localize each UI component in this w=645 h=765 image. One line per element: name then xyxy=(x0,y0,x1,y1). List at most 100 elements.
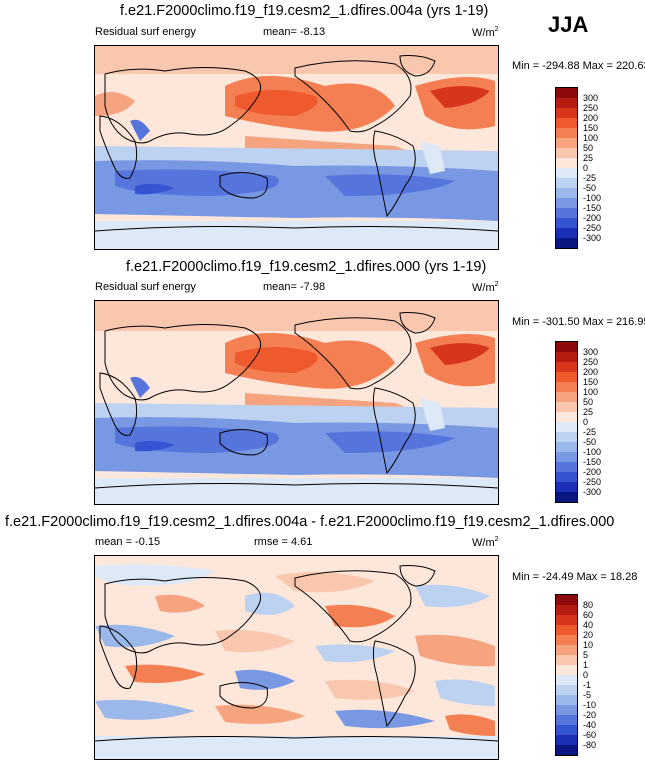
panel3-colorbar-swatch xyxy=(556,625,577,635)
panel1-colorbar-swatch xyxy=(556,228,577,238)
panel3-patch xyxy=(215,629,295,653)
panel1-colorbar-swatch xyxy=(556,178,577,188)
panel3-colorbar-swatch xyxy=(556,675,577,685)
panel3-colorbar-label: 1 xyxy=(583,660,589,670)
panel1-antarctica xyxy=(95,226,498,232)
panel3-patch xyxy=(415,634,495,667)
panel2-colorbar-label: 150 xyxy=(583,377,599,387)
panel3-colorbar-label: 40 xyxy=(583,620,594,630)
panel1-colorbar-swatch xyxy=(556,188,577,198)
panel1-mean-label: mean= -8.13 xyxy=(263,26,326,38)
panel2-colorbar-swatch xyxy=(556,442,577,452)
panel3-greenland xyxy=(399,565,436,587)
panel2-colorbar-label: -150 xyxy=(583,457,602,467)
panel2-colorbar-label: 50 xyxy=(583,397,594,407)
panel2-colorbar-label: -300 xyxy=(583,487,602,497)
panel2-antarctic-band xyxy=(95,478,498,504)
panel1-colorbar-swatch xyxy=(556,218,577,228)
panel2-colorbar-swatch xyxy=(556,382,577,392)
panel1-colorbar-swatch xyxy=(556,148,577,158)
panel2-map-svg xyxy=(95,301,498,504)
panel3-patch xyxy=(325,604,395,628)
panel2-eurasia xyxy=(104,324,262,401)
panel3-colorbar-swatch xyxy=(556,695,577,705)
season-label: JJA xyxy=(548,12,589,37)
panel2-colorbar-label: 200 xyxy=(583,367,599,377)
panel1-colorbar-label: 25 xyxy=(583,153,594,163)
panel1-colorbar-swatch xyxy=(556,238,577,248)
panel1-south-pacific-cool xyxy=(325,174,455,196)
panel1-colorbar-swatch xyxy=(556,198,577,208)
panel3-colorbar-swatch xyxy=(556,645,577,655)
panel3-colorbar-label: -1 xyxy=(583,680,592,690)
panel1-colorbar-label: 50 xyxy=(583,143,594,153)
panel3-colorbar-label: 5 xyxy=(583,650,589,660)
panel3-colorbar-swatch xyxy=(556,605,577,615)
panel1-coastlines xyxy=(95,55,498,232)
panel2-colorbar-swatch xyxy=(556,482,577,492)
panel1-map xyxy=(94,45,499,250)
panel1-colorbar-label: -25 xyxy=(583,173,597,183)
panel3-patch xyxy=(445,714,495,736)
panel3-antarctic-band xyxy=(95,736,498,759)
panel3-colorbar-swatch xyxy=(556,725,577,735)
panel1-colorbar-label: 300 xyxy=(583,93,599,103)
panel2-colorbar-swatch xyxy=(556,402,577,412)
panel1-colorbar-label: 0 xyxy=(583,163,589,173)
panel2-colorbar-swatch xyxy=(556,362,577,372)
panel3-colorbar-swatch xyxy=(556,745,577,755)
panel2-arabian-sea-cool xyxy=(130,376,150,398)
panel1-colorbar-swatch xyxy=(556,88,577,98)
panel1-north-america xyxy=(294,60,412,133)
panel3-patch xyxy=(235,669,295,690)
panel1-australia xyxy=(219,172,268,199)
panel3-colorbar-label: 80 xyxy=(583,600,594,610)
panel1-colorbar-label: -300 xyxy=(583,233,602,243)
panel1-colorbar-box xyxy=(555,87,578,249)
panel2-colorbar-swatch xyxy=(556,462,577,472)
panel2-colorbar-label: -250 xyxy=(583,477,602,487)
panel3-patch xyxy=(335,709,435,729)
panel3-patch xyxy=(95,699,195,720)
panel1-deep-cool xyxy=(135,183,175,195)
panel3-eurasia xyxy=(104,577,262,654)
panel2-minmax: Min = -301.50 Max = 216.95 xyxy=(512,316,645,328)
panel3-units: W/m2 xyxy=(472,536,499,549)
panel2-units: W/m2 xyxy=(472,281,499,294)
panel1-greenland xyxy=(399,55,436,77)
panel3-south-america xyxy=(372,640,416,728)
panel2-colorbar-swatch xyxy=(556,492,577,502)
panel2-colorbar-swatch xyxy=(556,452,577,462)
panel2-colorbar-label: -25 xyxy=(583,427,597,437)
panel1-kuroshio-warm xyxy=(235,90,318,116)
panel1-colorbar-label: -100 xyxy=(583,193,602,203)
panel2-colorbar-swatch xyxy=(556,352,577,362)
panel2-colorbar-swatch xyxy=(556,342,577,352)
panel1-colorbar-label: 100 xyxy=(583,133,599,143)
panel3-colorbar-label: -10 xyxy=(583,700,597,710)
panel3-patch xyxy=(245,592,295,615)
panel1-antarctic-band xyxy=(95,221,498,249)
panel2-mean-label: mean= -7.98 xyxy=(263,281,326,293)
panel3-minmax: Min = -24.49 Max = 18.28 xyxy=(512,571,638,583)
panel3-colorbar-swatch xyxy=(556,665,577,675)
panel1-units: W/m2 xyxy=(472,26,499,39)
panel2-colorbar-label: 300 xyxy=(583,347,599,357)
panel1-colorbar-swatch xyxy=(556,128,577,138)
panel1-east-pacific-cool xyxy=(420,141,445,174)
panel2-colorbar-label: 0 xyxy=(583,417,589,427)
panel2-variable-label: Residual surf energy xyxy=(95,281,196,293)
panel2-colorbar-label: -200 xyxy=(583,467,602,477)
panel3-colorbar-swatch xyxy=(556,685,577,695)
panel1-map-svg xyxy=(95,46,498,249)
panel3-colorbar-label: -5 xyxy=(583,690,592,700)
panel2-colorbar-label: -100 xyxy=(583,447,602,457)
panel1-colorbar-swatch xyxy=(556,108,577,118)
panel3-colorbar-swatch xyxy=(556,715,577,725)
panel2-colorbar-swatch xyxy=(556,372,577,382)
panel2-colorbar-swatch xyxy=(556,392,577,402)
panel2-colorbar-swatch xyxy=(556,422,577,432)
panel3-africa xyxy=(99,625,138,689)
panel2-colorbar-box xyxy=(555,341,578,503)
panel1-colorbar-label: 200 xyxy=(583,113,599,123)
